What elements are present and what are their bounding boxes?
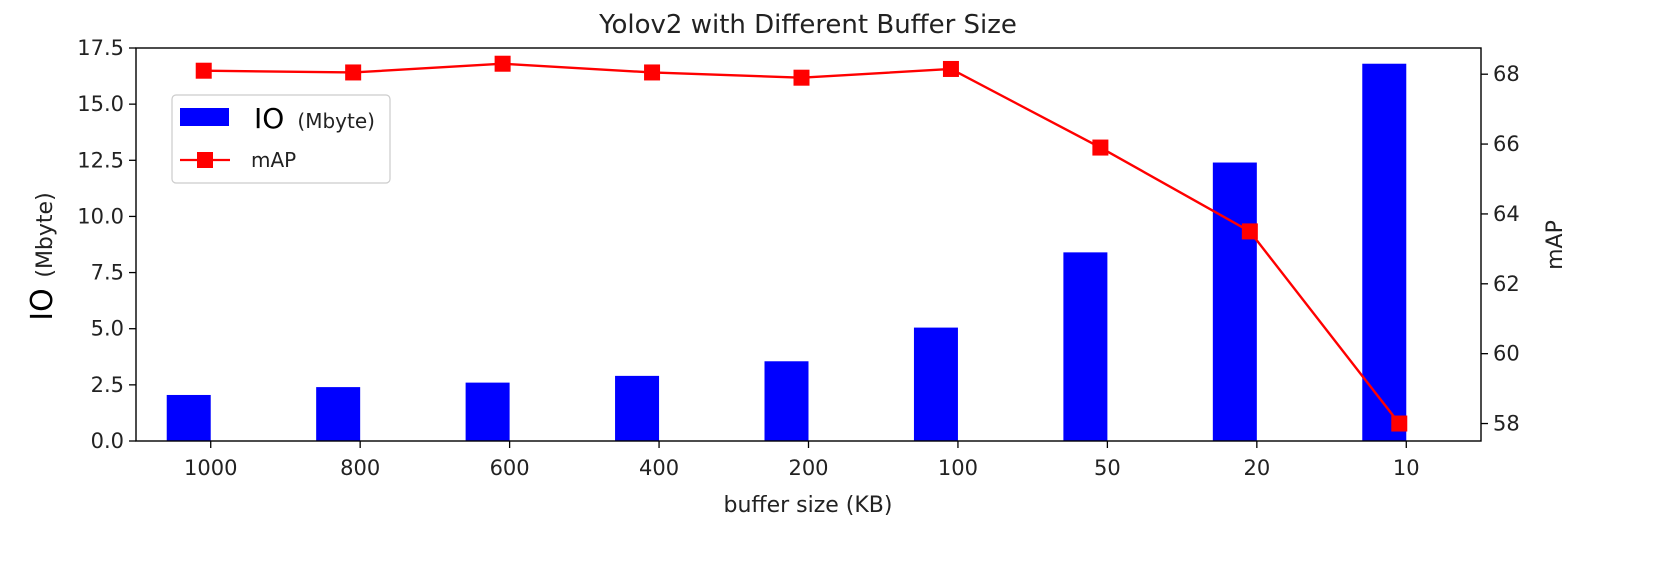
legend-io-swatch (180, 108, 229, 126)
y-tick-label: 12.5 (77, 148, 124, 172)
legend-io-prefix: IO (254, 102, 284, 135)
map-point-20 (1241, 223, 1258, 240)
x-tick-label: 50 (1094, 456, 1121, 480)
y-tick-label: 10.0 (77, 204, 124, 228)
map-point-400 (644, 64, 661, 81)
map-point-1000 (195, 62, 212, 79)
bar-io-400 (615, 375, 660, 441)
svg-text:IO (Mbyte): IO (Mbyte) (25, 192, 60, 320)
y2-axis-label: mAP (1543, 220, 1568, 270)
y-tick-label: 0.0 (91, 429, 124, 453)
x-tick-label: 600 (490, 456, 530, 480)
y2-tick-label: 58 (1493, 412, 1520, 436)
legend: IO (Mbyte) mAP (171, 94, 391, 184)
y-axis-label-prefix: IO (25, 288, 60, 320)
bar-io-1000 (166, 394, 211, 441)
y2-tick-label: 68 (1493, 62, 1520, 86)
x-tick-label: 10 (1393, 456, 1420, 480)
legend-io-unit: (Mbyte) (297, 109, 375, 133)
y-tick-label: 17.5 (77, 36, 124, 60)
y-tick-label: 2.5 (91, 373, 124, 397)
bar-io-50 (1063, 252, 1108, 441)
map-point-10 (1391, 415, 1408, 432)
y-axis-label: IO (Mbyte) (25, 192, 60, 320)
y2-tick-label: 62 (1493, 272, 1520, 296)
y2-tick-label: 64 (1493, 202, 1520, 226)
y-tick-label: 5.0 (91, 317, 124, 341)
map-point-600 (494, 55, 511, 72)
map-point-100 (942, 60, 959, 77)
map-point-200 (793, 69, 810, 86)
y2-tick-label: 66 (1493, 132, 1520, 156)
y-tick-label: 7.5 (91, 261, 124, 285)
map-point-50 (1092, 139, 1109, 156)
legend-io-label: IO (Mbyte) (254, 102, 375, 135)
x-tick-label: 200 (788, 456, 828, 480)
bar-io-200 (764, 361, 809, 441)
bar-io-100 (913, 327, 958, 441)
legend-map-label: mAP (251, 148, 296, 172)
x-tick-label: 800 (340, 456, 380, 480)
chart-title: Yolov2 with Different Buffer Size (598, 10, 1017, 40)
y2-tick-label: 60 (1493, 342, 1520, 366)
line-layer (195, 55, 1408, 432)
x-tick-label: 100 (938, 456, 978, 480)
map-point-800 (345, 64, 362, 81)
y-tick-label: 15.0 (77, 92, 124, 116)
x-tick-label: 1000 (184, 456, 237, 480)
y-axis-label-unit: (Mbyte) (33, 192, 58, 277)
bar-io-600 (465, 382, 510, 441)
bars-layer (166, 63, 1407, 441)
bar-io-10 (1362, 63, 1407, 441)
y-ticks-layer: 0.0 2.5 5.0 7.5 10.0 12.5 15.0 17.5 (77, 36, 136, 453)
x-ticks-layer: 1000 800 600 400 200 100 50 20 10 (184, 441, 1420, 480)
y2-ticks-layer: 58 60 62 64 66 68 (1481, 62, 1520, 436)
bar-io-800 (316, 387, 361, 441)
x-tick-label: 400 (639, 456, 679, 480)
x-tick-label: 20 (1243, 456, 1270, 480)
bar-io-20 (1212, 162, 1257, 441)
legend-map-marker (197, 152, 213, 168)
x-axis-label: buffer size (KB) (724, 493, 893, 518)
